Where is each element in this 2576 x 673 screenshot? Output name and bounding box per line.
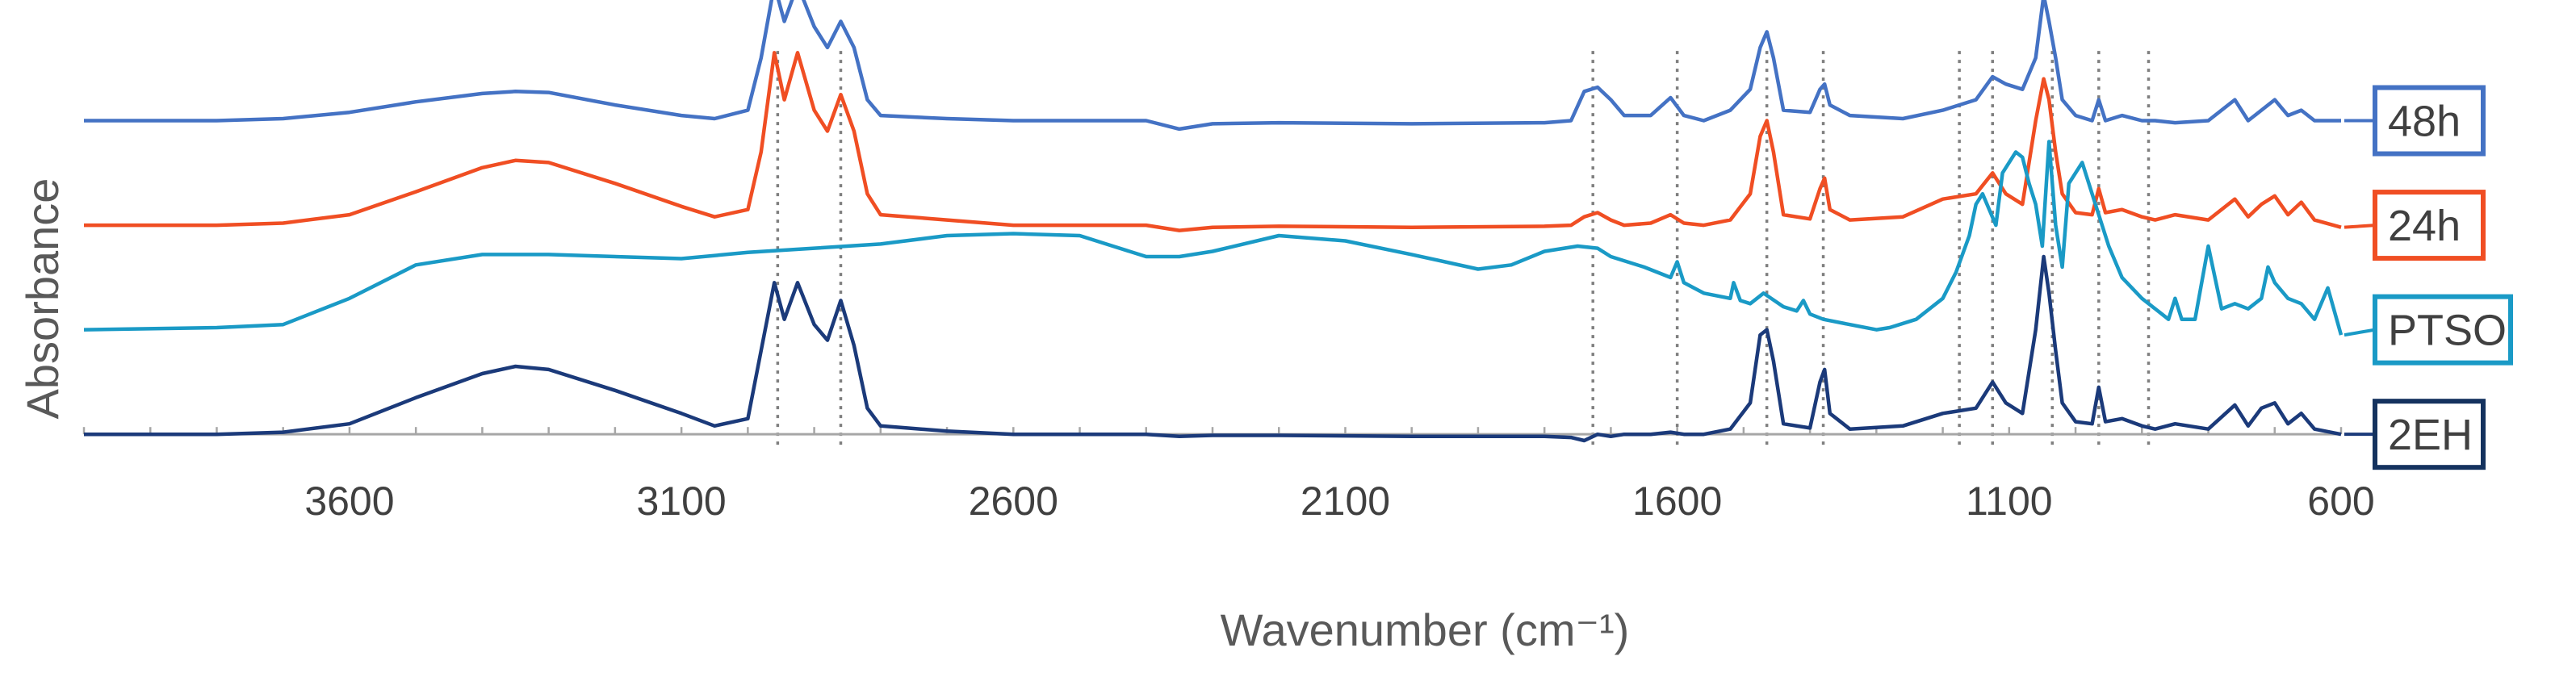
series-leader-line: [2344, 224, 2376, 229]
x-axis-tick-labels: 3600 3100 2600 2100 1600 1100 600: [304, 479, 2374, 524]
series-line-24h: [84, 51, 2342, 232]
x-tick-label: 1100: [1966, 479, 2053, 524]
series-labels: 48h 24h PTSO 2EH: [2344, 85, 2513, 470]
x-axis-title: Wavenumber (cm⁻¹): [1221, 604, 1630, 655]
series-label-frame: [2373, 85, 2486, 157]
x-tick-label: 2100: [1301, 479, 1390, 524]
series-label-frame: [2373, 190, 2486, 261]
series-label-2eh: 2EH: [2388, 411, 2473, 459]
spectra-series: [83, 0, 2344, 443]
x-tick-label: 600: [2307, 479, 2374, 524]
series-line-48h: [84, 0, 2341, 132]
series-leader-line: [2344, 328, 2376, 337]
series-line-ptso: [83, 140, 2344, 336]
y-axis-title: Absorbance: [17, 178, 68, 420]
series-label-frame: [2373, 294, 2513, 366]
x-axis-tick-marks: [82, 427, 2343, 435]
series-label-ptso: PTSO: [2388, 307, 2507, 355]
series-label-24h: 24h: [2388, 202, 2461, 250]
reference-lines: [776, 47, 2151, 445]
series-line-2eh: [84, 254, 2342, 443]
series-label-frame: [2373, 399, 2486, 470]
x-tick-label: 2600: [969, 479, 1058, 524]
series-label-48h: 48h: [2388, 98, 2461, 146]
x-tick-label: 3600: [304, 479, 394, 524]
x-tick-label: 3100: [637, 479, 727, 524]
x-axis: 3600 3100 2600 2100 1600 1100 600: [82, 427, 2375, 524]
x-tick-label: 1600: [1632, 479, 1722, 524]
